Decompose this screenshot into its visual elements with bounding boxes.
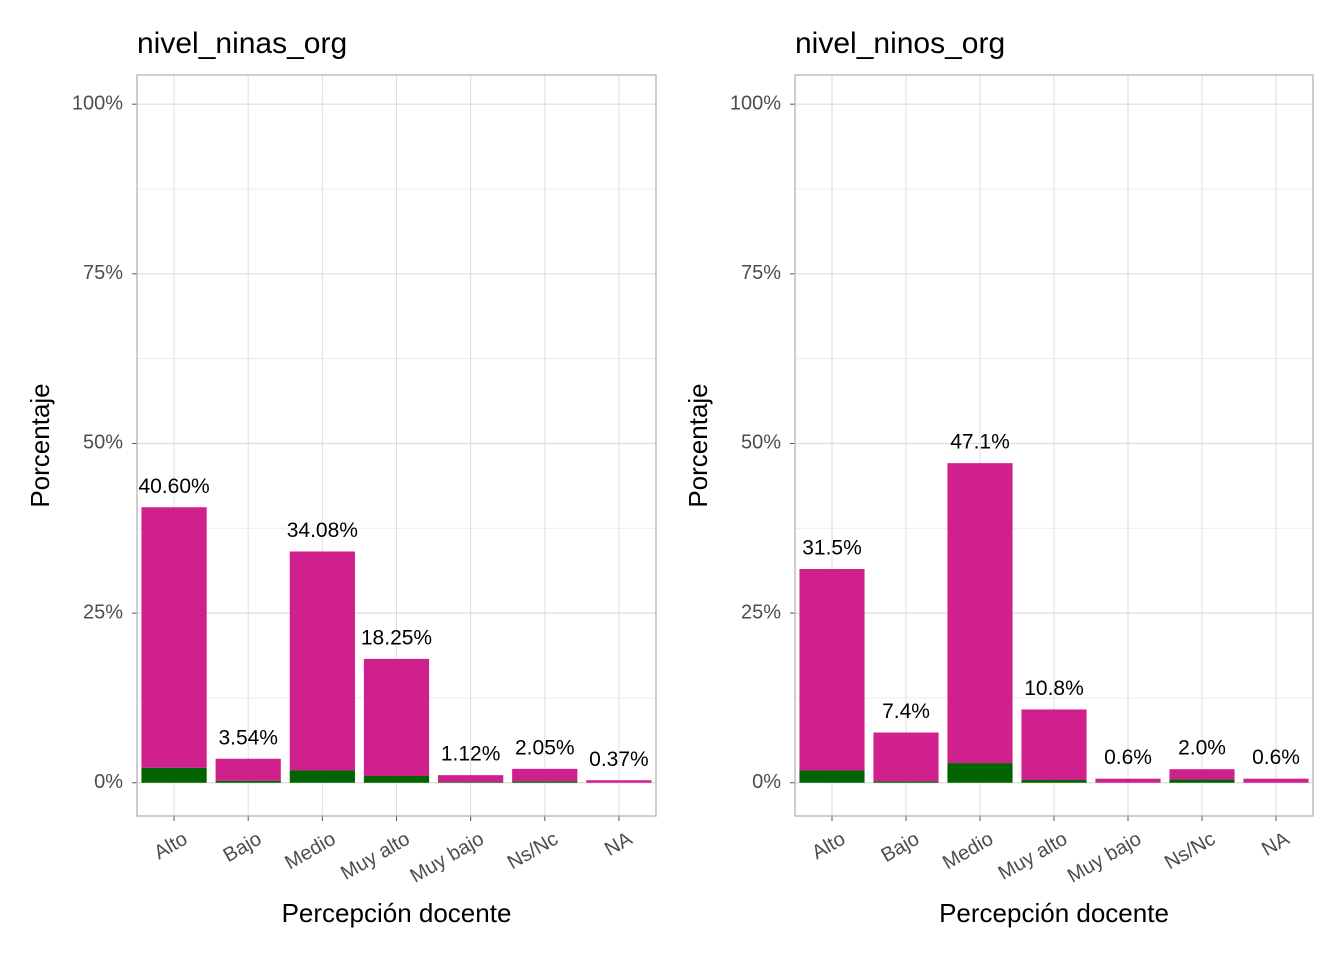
bar-segment (947, 463, 1013, 764)
y-tick-label: 100% (730, 92, 781, 114)
x-axis-title: Percepción docente (282, 898, 512, 928)
bar-segment (1243, 778, 1309, 783)
chart-title: nivel_ninos_org (795, 27, 1005, 60)
y-tick-label: 75% (741, 262, 781, 284)
bar-segment (947, 763, 1013, 783)
bar-segment (141, 767, 207, 783)
bar-segment (363, 658, 430, 776)
data-label: 3.54% (218, 726, 278, 749)
x-tick-label: Alto (150, 828, 191, 864)
y-tick-label: 25% (83, 601, 123, 623)
data-label: 0.6% (1104, 746, 1152, 769)
x-tick-label: Medio (939, 828, 997, 874)
bar-segment (1169, 769, 1235, 780)
bar-segment (1169, 779, 1235, 783)
data-label: 34.08% (287, 519, 358, 542)
x-tick-label: NA (601, 828, 637, 861)
x-tick-label: Muy alto (337, 828, 413, 885)
x-tick-label: Alto (808, 828, 849, 864)
data-label: 18.25% (361, 626, 432, 649)
x-tick-label: Bajo (220, 828, 266, 867)
y-tick-label: 75% (83, 262, 123, 284)
bar-segment (512, 781, 578, 783)
x-tick-label: Muy bajo (407, 828, 488, 888)
y-tick-label: 0% (752, 771, 781, 793)
bar-segment (1021, 709, 1087, 781)
bar-segment (512, 768, 578, 782)
data-label: 40.60% (138, 475, 209, 498)
bar-segment (438, 782, 504, 783)
bar-segment (215, 758, 281, 781)
chart-title: nivel_ninas_org (137, 27, 347, 60)
y-tick-label: 50% (83, 432, 123, 454)
bar-segment (1021, 780, 1087, 783)
y-tick-label: 100% (72, 92, 123, 114)
data-label: 31.5% (802, 537, 862, 560)
bar-segment (873, 732, 939, 782)
bar-segment (438, 775, 504, 783)
y-axis-title: Porcentaje (683, 383, 713, 507)
x-axis-title: Percepción docente (939, 898, 1169, 928)
data-label: 0.37% (589, 748, 649, 771)
panel-border (794, 74, 1314, 817)
panel-border (136, 74, 657, 817)
bar-segment (799, 569, 865, 771)
x-tick-label: Ns/Nc (1161, 828, 1219, 874)
data-label: 2.0% (1178, 737, 1226, 760)
bar-segment (799, 770, 865, 783)
bar-segment (363, 775, 430, 783)
bar-segment (215, 780, 281, 783)
data-label: 7.4% (882, 700, 930, 723)
data-label: 10.8% (1024, 677, 1084, 700)
x-tick-label: Muy alto (995, 828, 1071, 885)
bar-segment (289, 551, 355, 771)
data-label: 47.1% (950, 431, 1010, 454)
y-tick-label: 25% (741, 601, 781, 623)
x-tick-label: Ns/Nc (504, 828, 562, 874)
x-tick-label: Muy bajo (1064, 828, 1145, 888)
bar-segment (873, 781, 939, 783)
x-tick-label: NA (1258, 828, 1294, 861)
bar-segment (289, 770, 355, 783)
y-tick-label: 50% (741, 432, 781, 454)
bar-segment (1095, 778, 1161, 783)
y-axis-title: Porcentaje (25, 383, 55, 507)
bar-segment (141, 507, 207, 768)
x-tick-label: Bajo (877, 828, 923, 867)
data-label: 0.6% (1252, 746, 1300, 769)
data-label: 1.12% (441, 743, 501, 766)
y-tick-label: 0% (94, 771, 123, 793)
data-label: 2.05% (515, 736, 575, 759)
x-tick-label: Medio (281, 828, 339, 874)
bar-segment (586, 780, 652, 783)
